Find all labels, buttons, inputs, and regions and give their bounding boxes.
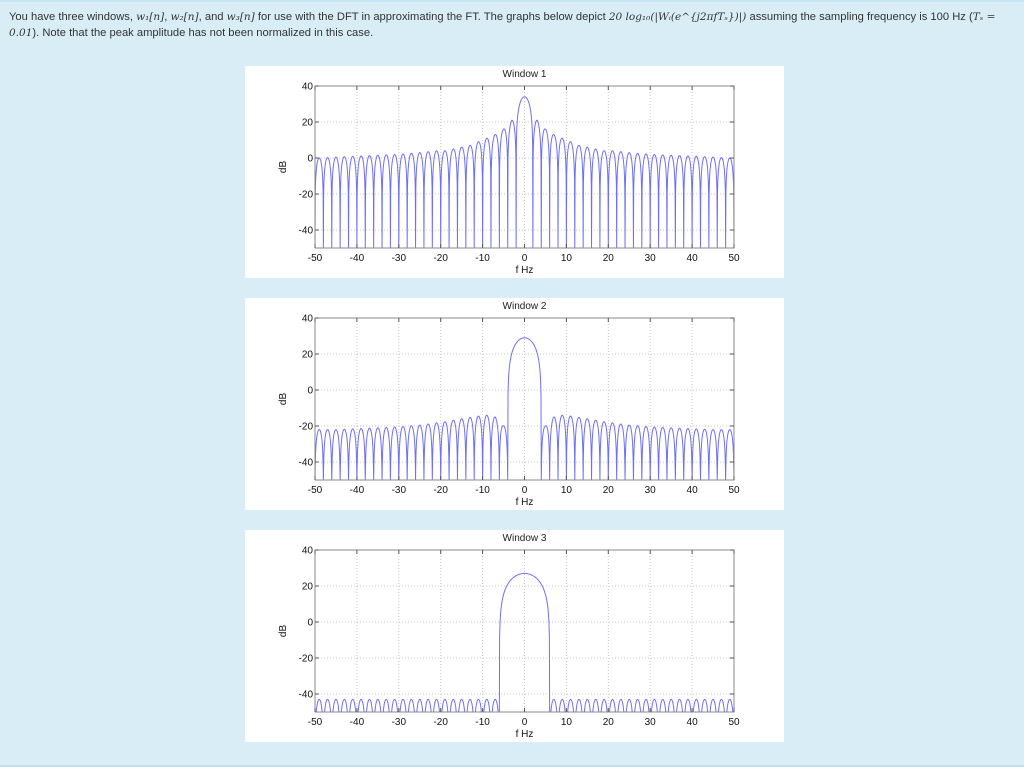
x-tick-label: -50 [308,253,323,264]
x-axis-label: f Hz [516,265,534,276]
x-tick-label: -40 [350,253,365,264]
y-tick-label: 20 [302,582,314,593]
x-tick-label: 50 [728,717,740,728]
spectrum-line [314,96,735,249]
y-tick-label: -20 [299,422,314,433]
y-axis-label: dB [278,393,289,406]
separator: , [164,11,171,23]
window-w3-symbol: w₃[n] [226,11,255,23]
x-tick-label: 40 [687,485,699,496]
chart-svg-window-3: -50 -40 -30 -20 -10 0 10 20 30 40 50 -40 -20 0 20 40 Win… [278,533,740,740]
x-tick-label: 30 [645,717,657,728]
y-tick-label: -40 [299,690,314,701]
question-text: You have three windows, w₁[n], w₂[n], an… [9,9,1019,41]
question-note: ). Note that the peak amplitude has not … [32,27,374,39]
x-tick-label: -40 [350,485,365,496]
chart-window-1: -50 -40 -30 -20 -10 0 10 20 30 40 50 -40 -20 0 20 40 Win… [245,66,784,278]
chart-window-3: -50 -40 -30 -20 -10 0 10 20 30 40 50 -40 -20 0 20 40 Win… [245,530,784,742]
y-tick-label: 20 [302,118,314,129]
x-tick-label: 40 [687,717,699,728]
x-tick-label: -30 [392,253,407,264]
y-axis-label: dB [278,161,289,174]
x-tick-label: 30 [645,253,657,264]
x-tick-label: -50 [308,717,323,728]
separator: , and [198,11,227,23]
x-tick-label: 20 [603,485,615,496]
grid [315,86,734,248]
x-tick-label: 0 [522,485,528,496]
y-tick-label: 40 [302,314,314,325]
x-tick-label: -30 [392,717,407,728]
x-tick-label: 40 [687,253,699,264]
y-tick-label: -40 [299,226,314,237]
top-border [0,0,1024,2]
y-tick-label: 0 [307,154,313,165]
chart-svg-window-2: -50 -40 -30 -20 -10 0 10 20 30 40 50 -40 -20 0 20 40 Win… [278,301,740,508]
x-tick-label: 20 [603,253,615,264]
y-tick-label: 40 [302,82,314,93]
page-bottom [0,767,1024,773]
x-tick-label: -20 [433,717,448,728]
x-axis-label: f Hz [516,497,534,508]
x-tick-label: 10 [561,717,573,728]
chart-title: Window 2 [503,301,547,312]
x-tick-label: 0 [522,253,528,264]
x-tick-label: 50 [728,485,740,496]
x-tick-label: -20 [433,253,448,264]
x-tick-label: 20 [603,717,615,728]
y-tick-label: 20 [302,350,314,361]
x-tick-label: 0 [522,717,528,728]
chart-title: Window 3 [503,533,547,544]
sampling-period: Tₛ = 0.01 [9,11,996,39]
x-tick-label: 50 [728,253,740,264]
x-tick-label: -10 [475,253,490,264]
x-tick-label: 10 [561,485,573,496]
chart-svg-window-1: -50 -40 -30 -20 -10 0 10 20 30 40 50 -40 -20 0 20 40 Win… [278,69,740,276]
chart-window-2: -50 -40 -30 -20 -10 0 10 20 30 40 50 -40 -20 0 20 40 Win… [245,298,784,510]
grid [315,318,734,480]
y-tick-label: 0 [307,618,313,629]
grid [315,550,734,712]
chart-title: Window 1 [503,69,547,80]
window-w1-symbol: w₁[n] [136,11,165,23]
x-tick-label: -40 [350,717,365,728]
y-tick-label: -20 [299,190,314,201]
dtft-formula: 20 log₁₀(|Wᵢ(e^{j2πfTₛ})|) [608,11,747,23]
x-tick-label: -10 [475,485,490,496]
x-tick-label: -50 [308,485,323,496]
y-tick-label: 0 [307,386,313,397]
x-tick-label: -10 [475,717,490,728]
window-w2-symbol: w₂[n] [170,11,199,23]
x-tick-label: 10 [561,253,573,264]
question-middle: for use with the DFT in approximating th… [254,11,609,23]
x-axis-label: f Hz [516,729,534,740]
spectrum-line [314,337,735,481]
y-tick-label: 40 [302,546,314,557]
y-tick-label: -40 [299,458,314,469]
x-tick-label: -20 [433,485,448,496]
y-axis-label: dB [278,625,289,638]
bottom-border [0,765,1024,767]
question-sampling: assuming the sampling frequency is 100 H… [746,11,973,23]
spectrum-line [315,572,734,713]
question-intro: You have three windows, [9,11,137,23]
y-tick-label: -20 [299,654,314,665]
x-tick-label: -30 [392,485,407,496]
x-tick-label: 30 [645,485,657,496]
